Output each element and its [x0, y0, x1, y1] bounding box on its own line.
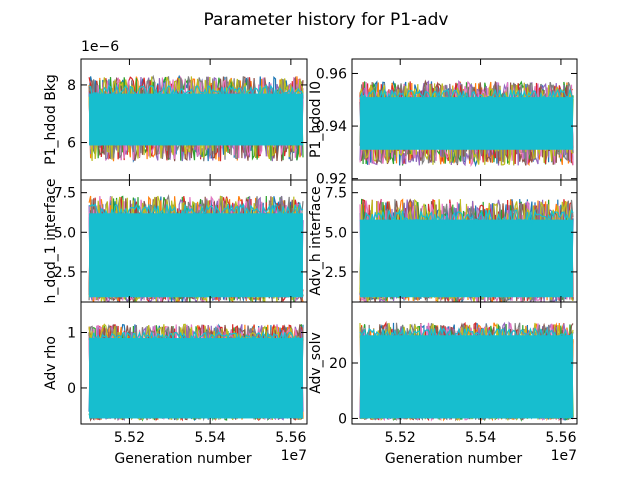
- y-tick-label: 7.5: [325, 186, 347, 202]
- y-axis-label: Adv_solv: [308, 332, 324, 394]
- x-tick-label: 5.56: [275, 430, 306, 446]
- x-tick-label: 5.52: [114, 430, 145, 446]
- y-tick-label: 0.92: [316, 172, 347, 188]
- dominant-series-band: [89, 213, 303, 298]
- axes-frame: [80, 301, 308, 425]
- trace-area: [88, 193, 304, 302]
- y-tick-label: 5.0: [54, 225, 76, 241]
- subplot-5: 5.52 5.54 5.56 0 1 Adv rho Generation number 1e…: [43, 301, 308, 467]
- dominant-series-trace: [88, 330, 304, 343]
- y-axis-label: P1_hdod I0: [308, 81, 324, 158]
- series-trace-5: [359, 80, 574, 167]
- x-tick-label: 5.54: [195, 430, 226, 446]
- trace-area: [88, 74, 304, 163]
- trace-area: [88, 323, 304, 422]
- x-offset-label: 1e7: [281, 448, 307, 464]
- y-tick-label: 8: [67, 78, 76, 94]
- subplot-6: 5.52 5.54 5.56 0 20 Adv_solv Generation number…: [308, 301, 578, 467]
- x-tick-label: 5.54: [465, 430, 496, 446]
- x-axis-label: Generation number: [385, 451, 522, 467]
- dominant-series-trace: [89, 83, 304, 99]
- trace-area: [359, 79, 574, 168]
- dominant-series-band: [360, 335, 573, 419]
- trace-area: [359, 320, 574, 422]
- y-tick-label: 2.5: [325, 265, 347, 281]
- y-tick-label: 0.94: [316, 119, 347, 135]
- y-offset-label: 1e−6: [81, 39, 119, 55]
- dominant-series-trace: [359, 208, 574, 226]
- y-tick-label: 1: [67, 326, 76, 342]
- y-axis-label: P1_hdod Bkg: [43, 74, 59, 165]
- x-tick-label: 5.52: [385, 430, 416, 446]
- y-tick-label: 0: [67, 381, 76, 397]
- x-axis-label: Generation number: [114, 451, 251, 467]
- y-tick-label: 20: [329, 356, 347, 372]
- dominant-series-trace: [88, 202, 304, 218]
- trace-area: [359, 198, 574, 302]
- y-axis-label: h_dod_1 interface: [43, 178, 59, 303]
- subplot-1: 6 8 P1_hdod Bkg 1e−6: [43, 39, 308, 181]
- dominant-series-trace: [359, 87, 574, 102]
- y-tick-label: 5.0: [325, 225, 347, 241]
- y-tick-label: 2.5: [54, 265, 76, 281]
- x-offset-label: 1e7: [551, 448, 577, 464]
- y-axis-label: Adv rho: [43, 336, 59, 390]
- y-tick-label: 6: [67, 136, 76, 152]
- figure-title: Parameter history for P1-adv: [204, 10, 449, 30]
- dominant-series-band: [89, 338, 303, 419]
- subplot-3: 2.5 5.0 7.5h_dod_1 interface: [43, 178, 308, 304]
- x-tick-label: 5.56: [545, 430, 576, 446]
- y-tick-label: 0: [338, 411, 347, 427]
- dominant-series-band: [360, 97, 573, 150]
- dominant-series-band: [360, 219, 573, 298]
- y-axis-label: Adv_h interface: [308, 186, 324, 295]
- dominant-series-band: [89, 93, 303, 146]
- y-tick-label: 7.5: [54, 186, 76, 202]
- y-tick-label: 0.96: [316, 66, 347, 82]
- dominant-series-trace: [359, 326, 574, 341]
